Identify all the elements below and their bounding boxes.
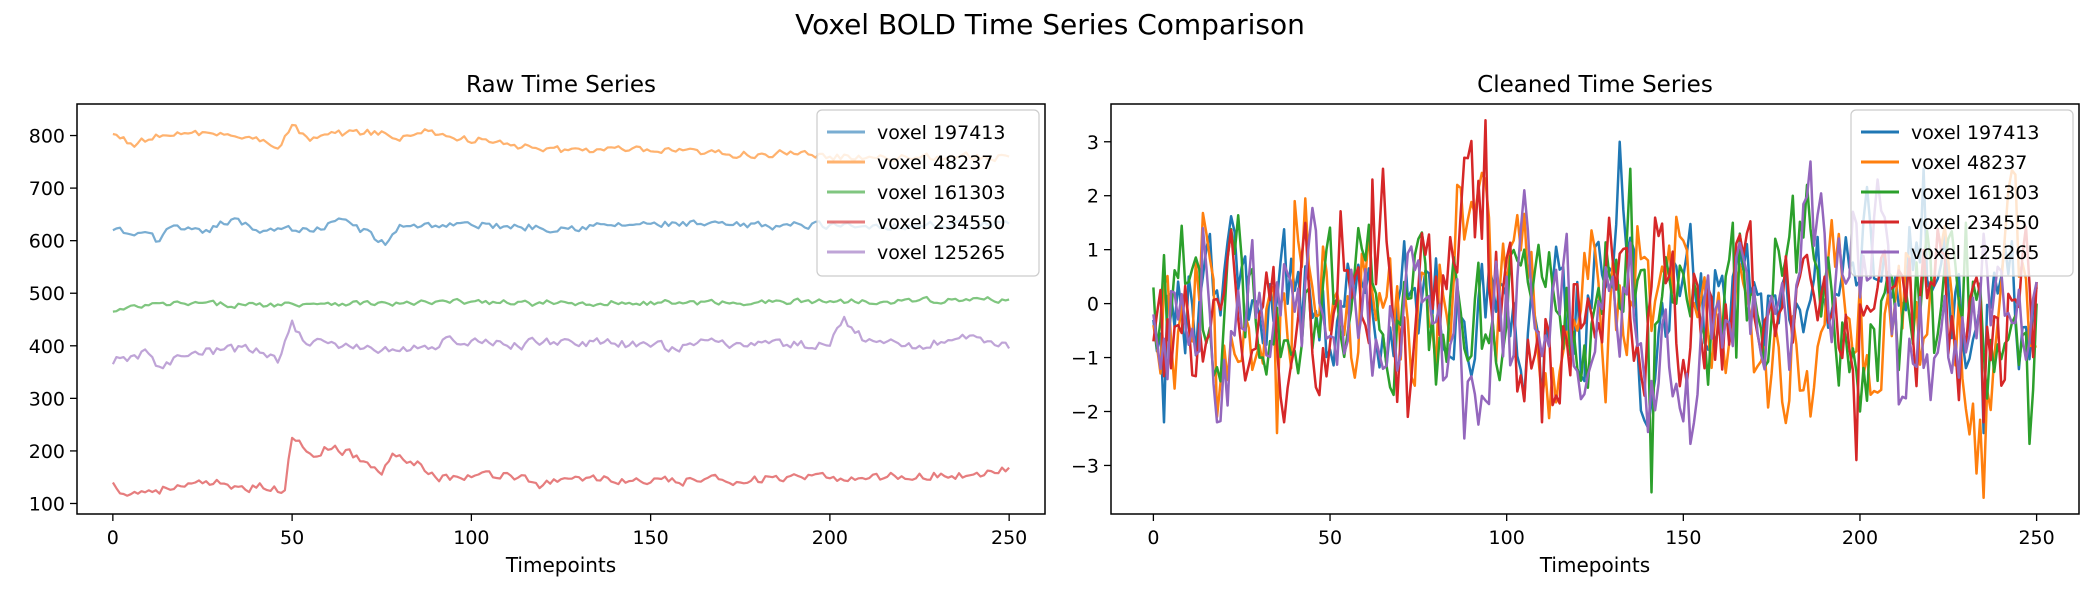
x-tick-label: 0 xyxy=(107,527,119,549)
legend-label: voxel 197413 xyxy=(1911,122,2039,144)
y-tick-label: 2 xyxy=(1087,186,1099,208)
legend-label: voxel 234550 xyxy=(1911,212,2039,234)
y-tick-label: −2 xyxy=(1071,402,1099,424)
legend-label: voxel 161303 xyxy=(877,182,1005,204)
x-tick-label: 250 xyxy=(2018,527,2054,549)
raw-voxel-234550-line xyxy=(111,436,1010,497)
figure-title: Voxel BOLD Time Series Comparison xyxy=(795,8,1305,41)
x-tick-label: 200 xyxy=(1842,527,1878,549)
cleaned-x-axis-label: Timepoints xyxy=(1539,553,1650,577)
x-tick-label: 250 xyxy=(991,527,1027,549)
y-tick-label: 500 xyxy=(29,283,65,305)
legend-label: voxel 48237 xyxy=(877,152,993,174)
y-tick-label: 800 xyxy=(29,126,65,148)
raw-plot-frame xyxy=(76,103,1046,515)
legend-label: voxel 161303 xyxy=(1911,182,2039,204)
cleaned-panel-title: Cleaned Time Series xyxy=(1477,72,1713,98)
raw-legend: voxel 197413 voxel 48237 voxel 161303 voxel… xyxy=(816,109,1040,277)
x-tick-label: 150 xyxy=(632,527,668,549)
y-tick-label: −1 xyxy=(1071,348,1099,370)
cleaned-axes: 0 50 100 150 200 250 −3 −2 −1 0 1 2 3 xyxy=(1071,132,2055,549)
x-tick-label: 100 xyxy=(1489,527,1525,549)
y-tick-label: 0 xyxy=(1087,294,1099,316)
legend-label: voxel 234550 xyxy=(877,212,1005,234)
legend-label: voxel 125265 xyxy=(1911,242,2039,264)
raw-voxel-161303-line xyxy=(112,295,1010,313)
cleaned-plot-frame xyxy=(1110,103,2080,515)
legend-box xyxy=(1850,109,2074,277)
legend-label: voxel 125265 xyxy=(877,242,1005,264)
x-tick-label: 0 xyxy=(1147,527,1159,549)
legend-label: voxel 197413 xyxy=(877,122,1005,144)
y-tick-label: 200 xyxy=(29,441,65,463)
y-tick-label: 300 xyxy=(29,388,65,410)
y-tick-label: −3 xyxy=(1071,455,1099,477)
raw-x-axis-label: Timepoints xyxy=(505,553,616,577)
y-tick-label: 1 xyxy=(1087,240,1099,262)
y-tick-label: 3 xyxy=(1087,132,1099,154)
x-tick-label: 50 xyxy=(1318,527,1342,549)
raw-time-series-panel: Raw Time Series 0 50 100 150 200 250 100 200 300… xyxy=(29,72,1046,577)
y-tick-label: 100 xyxy=(29,493,65,515)
raw-axes: 0 50 100 150 200 250 100 200 300 400 500 600 700 800 xyxy=(29,126,1028,549)
y-tick-label: 400 xyxy=(29,336,65,358)
y-tick-label: 700 xyxy=(29,178,65,200)
legend-box xyxy=(816,109,1040,277)
y-tick-label: 600 xyxy=(29,231,65,253)
legend-label: voxel 48237 xyxy=(1911,152,2027,174)
raw-panel-title: Raw Time Series xyxy=(466,72,656,98)
cleaned-time-series-panel: Cleaned Time Series 0 50 100 150 200 250 −3 −2 −… xyxy=(1071,72,2080,577)
x-tick-label: 100 xyxy=(453,527,489,549)
raw-voxel-125265-line xyxy=(111,315,1011,370)
x-tick-label: 200 xyxy=(812,527,848,549)
x-tick-label: 50 xyxy=(280,527,304,549)
x-tick-label: 150 xyxy=(1665,527,1701,549)
cleaned-legend: voxel 197413 voxel 48237 voxel 161303 voxel… xyxy=(1850,109,2074,277)
